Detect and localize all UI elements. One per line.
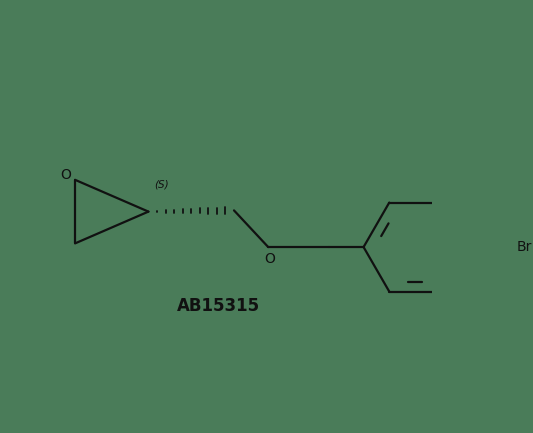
Text: O: O [264, 252, 275, 266]
Text: (S): (S) [155, 180, 169, 190]
Text: AB15315: AB15315 [176, 297, 260, 315]
Text: O: O [60, 168, 71, 182]
Text: Br: Br [516, 240, 532, 254]
